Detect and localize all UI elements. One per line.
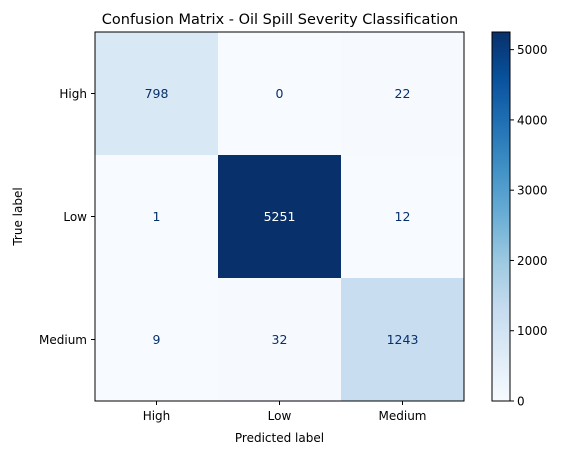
x-tick-label: Medium xyxy=(379,409,427,423)
heatmap-cells: 798 0 22 1 5251 12 9 32 1243 xyxy=(95,32,464,401)
cell-value-label: 12 xyxy=(395,209,411,224)
colorbar-tick-label: 4000 xyxy=(517,113,548,127)
y-axis: High Low Medium xyxy=(39,87,95,347)
y-tick-label: Low xyxy=(63,210,87,224)
chart-title: Confusion Matrix - Oil Spill Severity Cl… xyxy=(102,12,458,28)
cell-value-label: 1 xyxy=(153,209,161,224)
cell-value-label: 22 xyxy=(395,86,411,101)
colorbar xyxy=(491,31,511,402)
heatmap-cell xyxy=(95,32,218,155)
cell-value-label: 1243 xyxy=(387,332,419,347)
y-tick-label: Medium xyxy=(39,333,87,347)
colorbar-tick-label: 2000 xyxy=(517,254,548,268)
cell-value-label: 798 xyxy=(145,86,169,101)
heatmap-cell xyxy=(341,155,464,278)
x-tick-label: Low xyxy=(268,409,292,423)
cell-value-label: 0 xyxy=(276,86,284,101)
heatmap-cell xyxy=(341,278,464,401)
cell-value-label: 32 xyxy=(272,332,288,347)
x-axis-label: Predicted label xyxy=(235,431,324,445)
y-tick-label: High xyxy=(59,87,87,101)
x-axis: High Low Medium xyxy=(143,401,427,423)
colorbar-tick-label: 3000 xyxy=(517,184,548,198)
heatmap-cell xyxy=(218,32,341,155)
cell-value-label: 5251 xyxy=(264,209,296,224)
x-tick-label: High xyxy=(143,409,171,423)
heatmap-cell xyxy=(218,155,341,278)
heatmap-cell xyxy=(341,32,464,155)
y-axis-label: True label xyxy=(11,187,25,246)
heatmap-cell xyxy=(218,278,341,401)
colorbar-tick-label: 1000 xyxy=(517,324,548,338)
colorbar-tick-label: 0 xyxy=(517,395,525,409)
heatmap-cell xyxy=(95,278,218,401)
cell-value-label: 9 xyxy=(153,332,161,347)
heatmap-cell xyxy=(95,155,218,278)
colorbar-tick-label: 5000 xyxy=(517,43,548,57)
colorbar-axis: 0 1000 2000 3000 4000 5000 xyxy=(510,43,548,409)
